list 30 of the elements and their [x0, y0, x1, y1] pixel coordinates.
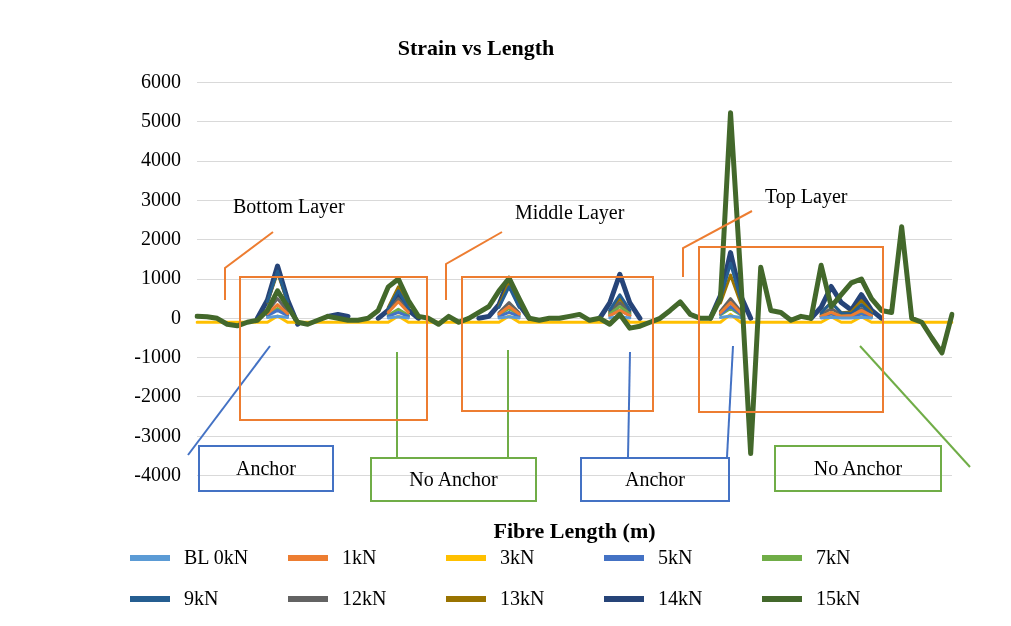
y-tick-label: 1000	[141, 266, 181, 289]
legend-label: 9kN	[184, 587, 219, 610]
y-tick-label: 6000	[141, 69, 181, 92]
chart-title: Strain vs Length	[397, 34, 555, 60]
y-tick-label: -1000	[134, 344, 181, 367]
x-axis-title: Fibre Length (m)	[493, 518, 656, 544]
legend-label: 7kN	[816, 546, 851, 569]
annotation: Anchor	[198, 445, 334, 492]
legend-label: 5kN	[658, 546, 693, 569]
y-tick-label: -3000	[134, 423, 181, 446]
y-tick-label: 5000	[141, 108, 181, 131]
legend-label: 3kN	[500, 546, 535, 569]
legend-label: 13kN	[500, 587, 545, 610]
annotation: Top Layer	[765, 185, 848, 208]
y-tick-label: 2000	[141, 226, 181, 249]
legend-label: 15kN	[816, 587, 861, 610]
annotation: Bottom Layer	[233, 195, 345, 218]
legend-label: 14kN	[658, 587, 703, 610]
y-tick-label: -2000	[134, 384, 181, 407]
y-tick-label: 3000	[141, 187, 181, 210]
annotation: Middle Layer	[515, 201, 625, 224]
y-tick-label: 4000	[141, 148, 181, 171]
legend-label: 12kN	[342, 587, 387, 610]
legend-label: 1kN	[342, 546, 377, 569]
legend-label: BL 0kN	[184, 546, 249, 569]
annotation: No Anchor	[370, 457, 537, 502]
annotation: No Anchor	[774, 445, 942, 492]
y-tick-label: -4000	[134, 462, 181, 485]
annotation: Anchor	[580, 457, 730, 502]
y-tick-label: 0	[171, 305, 181, 328]
